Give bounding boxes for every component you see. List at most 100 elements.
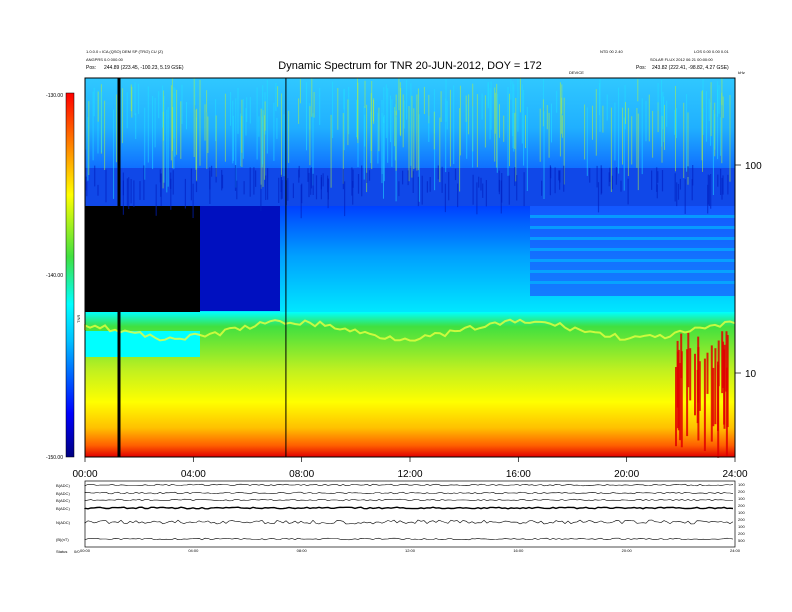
lower-streak bbox=[267, 168, 269, 200]
bottom-left-label: (B)(nT) bbox=[56, 537, 69, 542]
upper-streak bbox=[551, 103, 552, 143]
upper-streak bbox=[623, 117, 625, 191]
lower-streak bbox=[312, 173, 314, 195]
upper-streak bbox=[97, 91, 99, 122]
lower-streak bbox=[126, 178, 128, 207]
x-tick-label: 20:00 bbox=[614, 469, 639, 480]
upper-streak bbox=[215, 115, 217, 177]
upper-streak bbox=[395, 110, 397, 171]
upper-streak bbox=[417, 88, 419, 171]
red-burst bbox=[698, 361, 701, 411]
bottom-right-label: 500 bbox=[738, 538, 745, 543]
upper-streak bbox=[509, 93, 510, 167]
header-left-line-2: ANGPRS 0.0 000.00 bbox=[86, 57, 124, 62]
upper-streak bbox=[637, 113, 639, 191]
upper-streak bbox=[134, 82, 136, 116]
upper-streak bbox=[453, 85, 455, 165]
upper-streak bbox=[256, 87, 258, 160]
upper-streak bbox=[186, 101, 187, 130]
lower-streak bbox=[656, 184, 658, 199]
upper-streak bbox=[513, 84, 515, 152]
upper-streak bbox=[147, 86, 149, 163]
red-burst bbox=[686, 349, 689, 437]
bottom-trace bbox=[84, 519, 734, 525]
lower-streak bbox=[472, 174, 474, 205]
upper-streak bbox=[377, 112, 379, 164]
x-tick-label: 24:00 bbox=[722, 469, 747, 480]
lower-streak bbox=[620, 180, 622, 192]
lower-streak bbox=[209, 167, 211, 190]
upper-streak bbox=[627, 107, 629, 176]
lower-streak bbox=[727, 174, 729, 195]
lower-streak bbox=[278, 177, 280, 203]
upper-streak bbox=[595, 89, 597, 156]
upper-streak bbox=[347, 99, 349, 146]
red-burst bbox=[725, 367, 728, 457]
upper-streak bbox=[686, 94, 688, 172]
lower-streak bbox=[133, 180, 135, 207]
bottom-x-tick-label: 20:00 bbox=[622, 548, 633, 553]
lower-streak bbox=[85, 176, 87, 191]
lower-streak bbox=[722, 175, 724, 195]
lower-streak bbox=[249, 167, 251, 197]
bottom-trace bbox=[84, 537, 734, 541]
lower-streak bbox=[417, 176, 419, 207]
upper-streak bbox=[312, 113, 314, 186]
bottom-x-tick-label: 12:00 bbox=[405, 548, 416, 553]
upper-streak bbox=[277, 86, 279, 107]
bottom-panel: B(ADC) B(ADC) B(ADC) B(ADC) N(ADC) (B)(nT) 10… bbox=[56, 480, 745, 554]
lower-streak bbox=[476, 182, 478, 215]
lower-streak bbox=[260, 184, 262, 211]
lower-streak bbox=[661, 170, 664, 192]
upper-streak bbox=[664, 104, 665, 150]
upper-streak bbox=[364, 114, 366, 147]
upper-streak bbox=[356, 99, 357, 138]
lower-streak bbox=[327, 178, 329, 209]
lower-streak bbox=[351, 167, 353, 196]
lower-streak bbox=[596, 165, 598, 188]
lower-streak bbox=[478, 176, 480, 188]
upper-streak bbox=[113, 109, 115, 199]
upper-streak bbox=[539, 108, 541, 162]
upper-streak bbox=[702, 78, 704, 121]
upper-streak bbox=[306, 82, 307, 151]
upper-streak bbox=[631, 116, 633, 165]
lower-streak bbox=[308, 172, 310, 198]
striped-row bbox=[530, 270, 735, 273]
upper-streak bbox=[521, 84, 523, 144]
upper-streak bbox=[657, 102, 659, 133]
x-tick-label: 08:00 bbox=[289, 469, 314, 480]
upper-streak bbox=[657, 83, 659, 111]
lower-streak bbox=[692, 165, 694, 186]
upper-streak bbox=[126, 92, 128, 129]
upper-streak bbox=[402, 94, 404, 148]
bottom-trace bbox=[84, 498, 733, 502]
upper-streak bbox=[135, 113, 137, 139]
upper-streak bbox=[683, 102, 685, 179]
lower-streak bbox=[398, 181, 400, 197]
upper-streak bbox=[459, 108, 461, 192]
upper-streak bbox=[391, 99, 393, 167]
upper-streak bbox=[264, 115, 266, 180]
upper-streak bbox=[378, 107, 380, 152]
striped-row bbox=[530, 237, 735, 240]
upper-streak bbox=[342, 113, 344, 184]
upper-streak bbox=[721, 92, 723, 164]
chart-title: Dynamic Spectrum for TNR 20-JUN-2012, DO… bbox=[278, 60, 541, 72]
lower-streak bbox=[221, 174, 224, 189]
upper-streak bbox=[171, 78, 173, 151]
upper-streak bbox=[490, 81, 492, 130]
red-burst bbox=[714, 348, 717, 425]
upper-streak bbox=[543, 111, 545, 199]
lower-streak bbox=[597, 182, 600, 213]
upper-streak bbox=[687, 112, 689, 185]
lower-streak bbox=[426, 181, 428, 193]
lower-streak bbox=[541, 180, 543, 196]
upper-streak bbox=[408, 106, 410, 182]
red-burst bbox=[717, 364, 720, 458]
upper-streak bbox=[418, 114, 420, 202]
upper-streak bbox=[199, 80, 201, 166]
lower-streak bbox=[674, 173, 676, 202]
lower-streak bbox=[501, 173, 503, 203]
upper-streak bbox=[195, 109, 197, 170]
